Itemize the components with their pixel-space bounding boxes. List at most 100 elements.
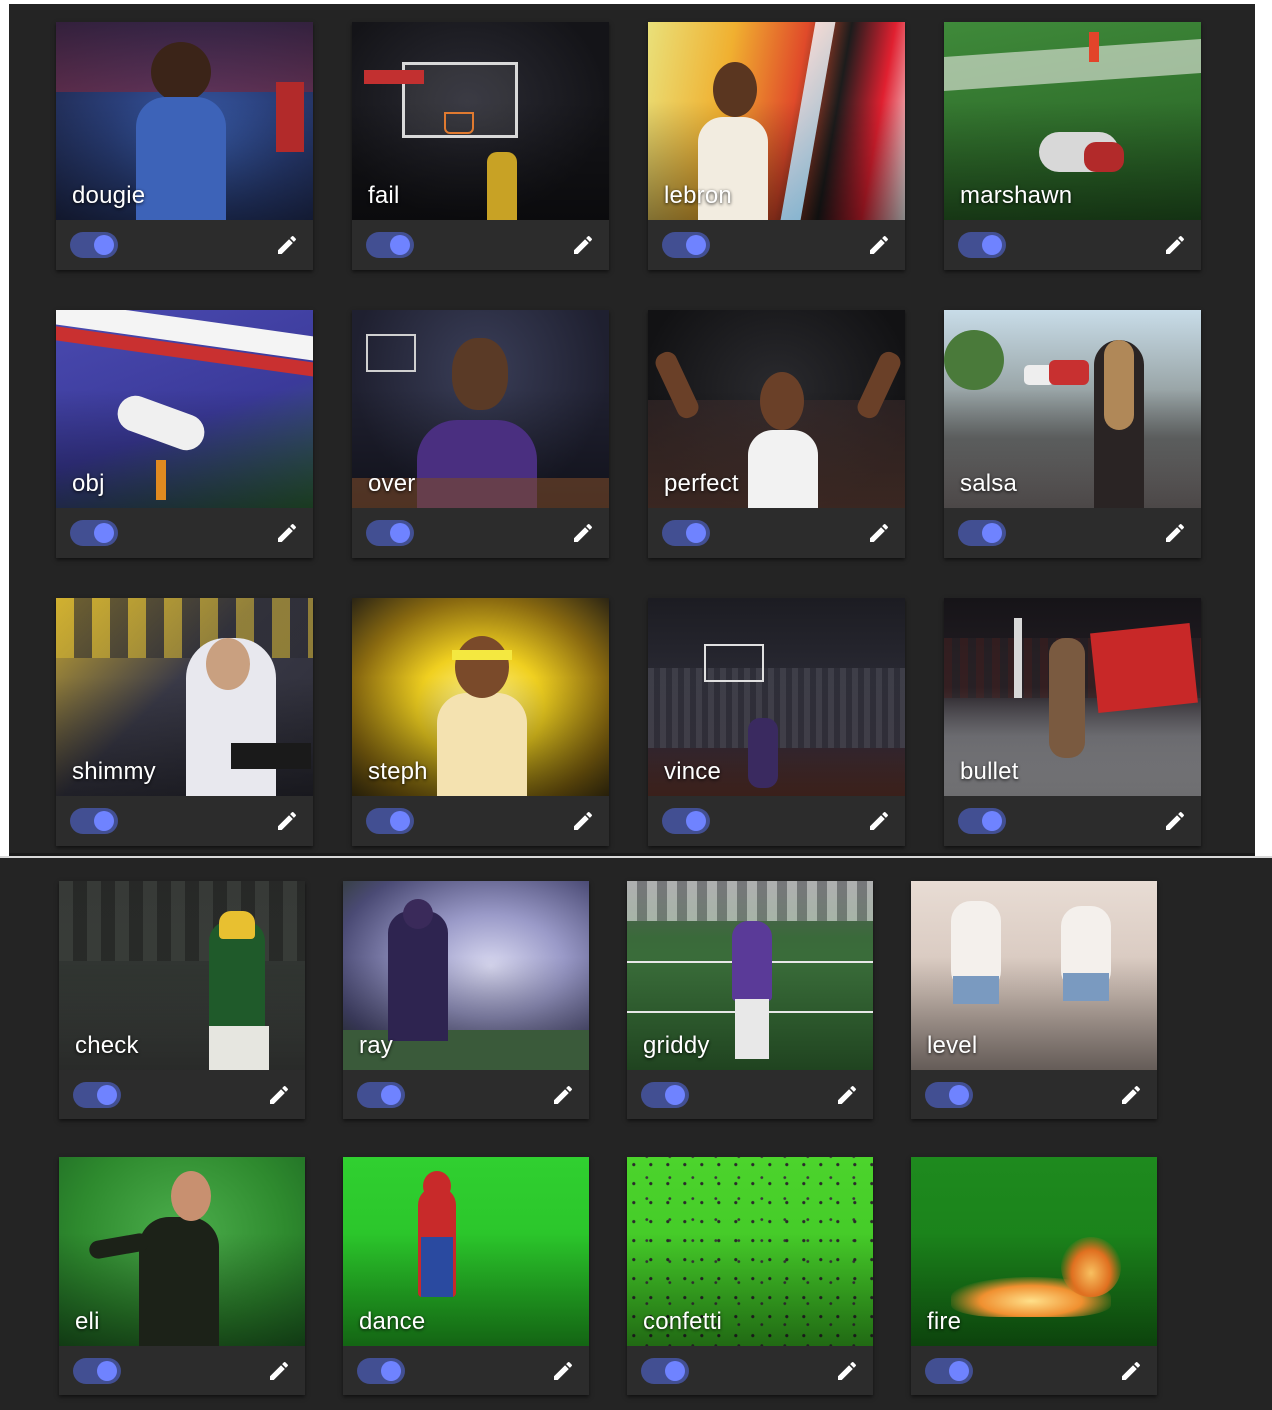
effect-card-griddy: griddy bbox=[627, 881, 873, 1119]
enable-toggle[interactable] bbox=[366, 808, 414, 834]
effect-thumbnail[interactable]: confetti bbox=[627, 1157, 873, 1346]
effect-thumbnail[interactable]: griddy bbox=[627, 881, 873, 1070]
effect-label: eli bbox=[75, 1308, 100, 1335]
enable-toggle[interactable] bbox=[925, 1358, 973, 1384]
effect-label: dance bbox=[359, 1308, 426, 1335]
pencil-icon[interactable] bbox=[867, 809, 891, 833]
effect-card-eli: eli bbox=[59, 1157, 305, 1395]
effect-thumbnail[interactable]: check bbox=[59, 881, 305, 1070]
effect-card-salsa: salsa bbox=[944, 310, 1201, 558]
enable-toggle[interactable] bbox=[70, 808, 118, 834]
effect-thumbnail[interactable]: over bbox=[352, 310, 609, 508]
pencil-icon[interactable] bbox=[867, 521, 891, 545]
enable-toggle[interactable] bbox=[662, 808, 710, 834]
enable-toggle[interactable] bbox=[958, 232, 1006, 258]
pencil-icon[interactable] bbox=[835, 1083, 859, 1107]
effect-card-marshawn: marshawn bbox=[944, 22, 1201, 270]
effects-grid-top: dougie fail bbox=[56, 22, 1201, 846]
effect-label: confetti bbox=[643, 1308, 722, 1335]
effect-card-fail: fail bbox=[352, 22, 609, 270]
enable-toggle[interactable] bbox=[958, 808, 1006, 834]
enable-toggle[interactable] bbox=[357, 1082, 405, 1108]
effect-thumbnail[interactable]: salsa bbox=[944, 310, 1201, 508]
effect-label: perfect bbox=[664, 470, 739, 497]
pencil-icon[interactable] bbox=[551, 1083, 575, 1107]
effect-thumbnail[interactable]: ray bbox=[343, 881, 589, 1070]
effect-thumbnail[interactable]: level bbox=[911, 881, 1157, 1070]
effect-thumbnail[interactable]: fail bbox=[352, 22, 609, 220]
effects-panel-top: dougie fail bbox=[9, 4, 1255, 856]
effect-label: vince bbox=[664, 758, 722, 785]
pencil-icon[interactable] bbox=[1119, 1083, 1143, 1107]
effect-label: lebron bbox=[664, 182, 732, 209]
effect-label: bullet bbox=[960, 758, 1019, 785]
effect-label: fail bbox=[368, 182, 400, 209]
effect-card-confetti: confetti bbox=[627, 1157, 873, 1395]
effect-card-bullet: bullet bbox=[944, 598, 1201, 846]
enable-toggle[interactable] bbox=[925, 1082, 973, 1108]
effect-thumbnail[interactable]: fire bbox=[911, 1157, 1157, 1346]
enable-toggle[interactable] bbox=[357, 1358, 405, 1384]
effect-thumbnail[interactable]: marshawn bbox=[944, 22, 1201, 220]
effect-thumbnail[interactable]: bullet bbox=[944, 598, 1201, 796]
effect-card-level: level bbox=[911, 881, 1157, 1119]
pencil-icon[interactable] bbox=[1119, 1359, 1143, 1383]
effect-card-lebron: lebron bbox=[648, 22, 905, 270]
effect-card-dance: dance bbox=[343, 1157, 589, 1395]
pencil-icon[interactable] bbox=[275, 521, 299, 545]
effect-label: steph bbox=[368, 758, 428, 785]
pencil-icon[interactable] bbox=[275, 233, 299, 257]
effect-label: griddy bbox=[643, 1032, 710, 1059]
effect-thumbnail[interactable]: vince bbox=[648, 598, 905, 796]
enable-toggle[interactable] bbox=[73, 1358, 121, 1384]
pencil-icon[interactable] bbox=[267, 1359, 291, 1383]
pencil-icon[interactable] bbox=[267, 1083, 291, 1107]
effects-grid-bottom: check ray bbox=[59, 881, 1157, 1395]
enable-toggle[interactable] bbox=[70, 520, 118, 546]
pencil-icon[interactable] bbox=[571, 809, 595, 833]
effect-label: ray bbox=[359, 1032, 393, 1059]
effect-card-obj: obj bbox=[56, 310, 313, 558]
effect-card-shimmy: shimmy bbox=[56, 598, 313, 846]
enable-toggle[interactable] bbox=[366, 232, 414, 258]
effect-label: marshawn bbox=[960, 182, 1073, 209]
enable-toggle[interactable] bbox=[641, 1082, 689, 1108]
enable-toggle[interactable] bbox=[73, 1082, 121, 1108]
effect-thumbnail[interactable]: obj bbox=[56, 310, 313, 508]
enable-toggle[interactable] bbox=[70, 232, 118, 258]
enable-toggle[interactable] bbox=[366, 520, 414, 546]
pencil-icon[interactable] bbox=[571, 233, 595, 257]
enable-toggle[interactable] bbox=[641, 1358, 689, 1384]
pencil-icon[interactable] bbox=[1163, 521, 1187, 545]
effect-label: shimmy bbox=[72, 758, 156, 785]
effect-thumbnail[interactable]: steph bbox=[352, 598, 609, 796]
pencil-icon[interactable] bbox=[835, 1359, 859, 1383]
pencil-icon[interactable] bbox=[867, 233, 891, 257]
enable-toggle[interactable] bbox=[662, 520, 710, 546]
effect-label: check bbox=[75, 1032, 139, 1059]
effect-thumbnail[interactable]: perfect bbox=[648, 310, 905, 508]
effect-thumbnail[interactable]: shimmy bbox=[56, 598, 313, 796]
effect-thumbnail[interactable]: dougie bbox=[56, 22, 313, 220]
pencil-icon[interactable] bbox=[1163, 233, 1187, 257]
enable-toggle[interactable] bbox=[662, 232, 710, 258]
effect-card-perfect: perfect bbox=[648, 310, 905, 558]
effect-thumbnail[interactable]: dance bbox=[343, 1157, 589, 1346]
effect-card-ray: ray bbox=[343, 881, 589, 1119]
effect-label: over bbox=[368, 470, 416, 497]
effect-thumbnail[interactable]: lebron bbox=[648, 22, 905, 220]
pencil-icon[interactable] bbox=[1163, 809, 1187, 833]
effect-card-dougie: dougie bbox=[56, 22, 313, 270]
pencil-icon[interactable] bbox=[275, 809, 299, 833]
enable-toggle[interactable] bbox=[958, 520, 1006, 546]
pencil-icon[interactable] bbox=[551, 1359, 575, 1383]
effect-card-steph: steph bbox=[352, 598, 609, 846]
effect-label: obj bbox=[72, 470, 105, 497]
effect-label: dougie bbox=[72, 182, 146, 209]
pencil-icon[interactable] bbox=[571, 521, 595, 545]
effects-panel-bottom: check ray bbox=[0, 856, 1272, 1410]
effect-label: level bbox=[927, 1032, 978, 1059]
effect-label: salsa bbox=[960, 470, 1018, 497]
effect-card-vince: vince bbox=[648, 598, 905, 846]
effect-thumbnail[interactable]: eli bbox=[59, 1157, 305, 1346]
